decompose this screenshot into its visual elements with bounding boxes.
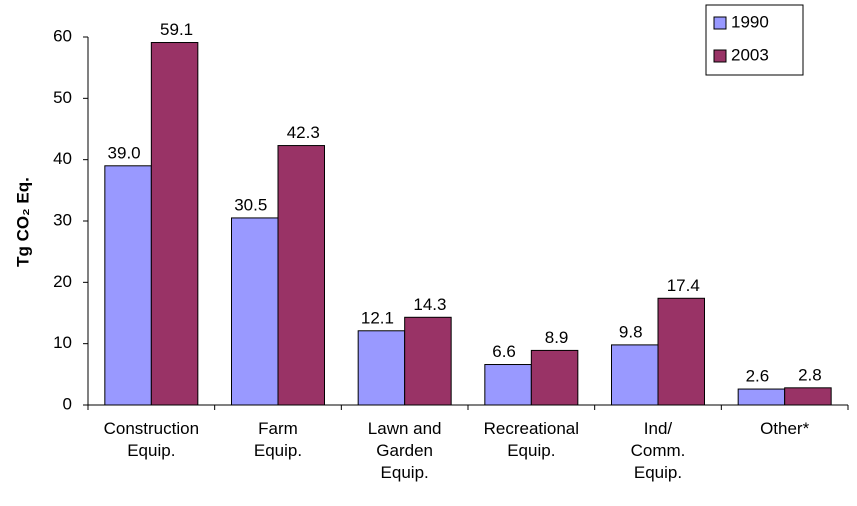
value-label: 12.1 (361, 308, 394, 327)
bar (357, 330, 406, 406)
bar (657, 297, 705, 406)
bar (150, 42, 199, 406)
value-label: 30.5 (234, 195, 267, 214)
y-axis-label: Tg CO₂ Eq. (13, 177, 32, 267)
x-tick-label: Recreational Equip. (483, 419, 580, 460)
y-tick-label: 60 (53, 26, 72, 45)
value-label: 39.0 (108, 143, 141, 162)
value-label: 8.9 (545, 328, 569, 347)
x-tick-label: Other* (760, 419, 810, 438)
bar (404, 316, 452, 406)
value-label: 14.3 (413, 295, 446, 314)
value-label: 42.3 (287, 123, 320, 142)
bar (611, 344, 659, 406)
x-tick-label: Construction Equip. (103, 419, 200, 460)
legend-label: 1990 (731, 12, 769, 31)
value-label: 6.6 (492, 342, 516, 361)
legend-swatch (713, 16, 727, 30)
legend-swatch (713, 49, 727, 63)
value-label: 2.6 (746, 367, 770, 386)
value-label: 9.8 (619, 322, 643, 341)
y-tick-label: 40 (53, 149, 72, 168)
bar (104, 165, 152, 406)
y-tick-label: 20 (53, 272, 72, 291)
value-label: 17.4 (667, 276, 700, 295)
value-label: 59.1 (160, 20, 193, 39)
x-tick-label: Ind/ Comm. Equip. (630, 419, 686, 482)
bar (484, 364, 532, 406)
y-tick-label: 30 (53, 210, 72, 229)
bar (231, 217, 279, 406)
y-tick-label: 50 (53, 88, 72, 107)
legend-label: 2003 (731, 45, 769, 64)
bar (530, 349, 579, 406)
bar (784, 387, 832, 406)
y-tick-label: 10 (53, 333, 72, 352)
x-tick-label: Lawn and Garden Equip. (367, 419, 442, 482)
x-tick-label: Farm Equip. (253, 419, 303, 460)
y-tick-label: 0 (63, 394, 72, 413)
value-label: 2.8 (798, 365, 822, 384)
bar (277, 145, 325, 406)
bar (737, 388, 786, 406)
